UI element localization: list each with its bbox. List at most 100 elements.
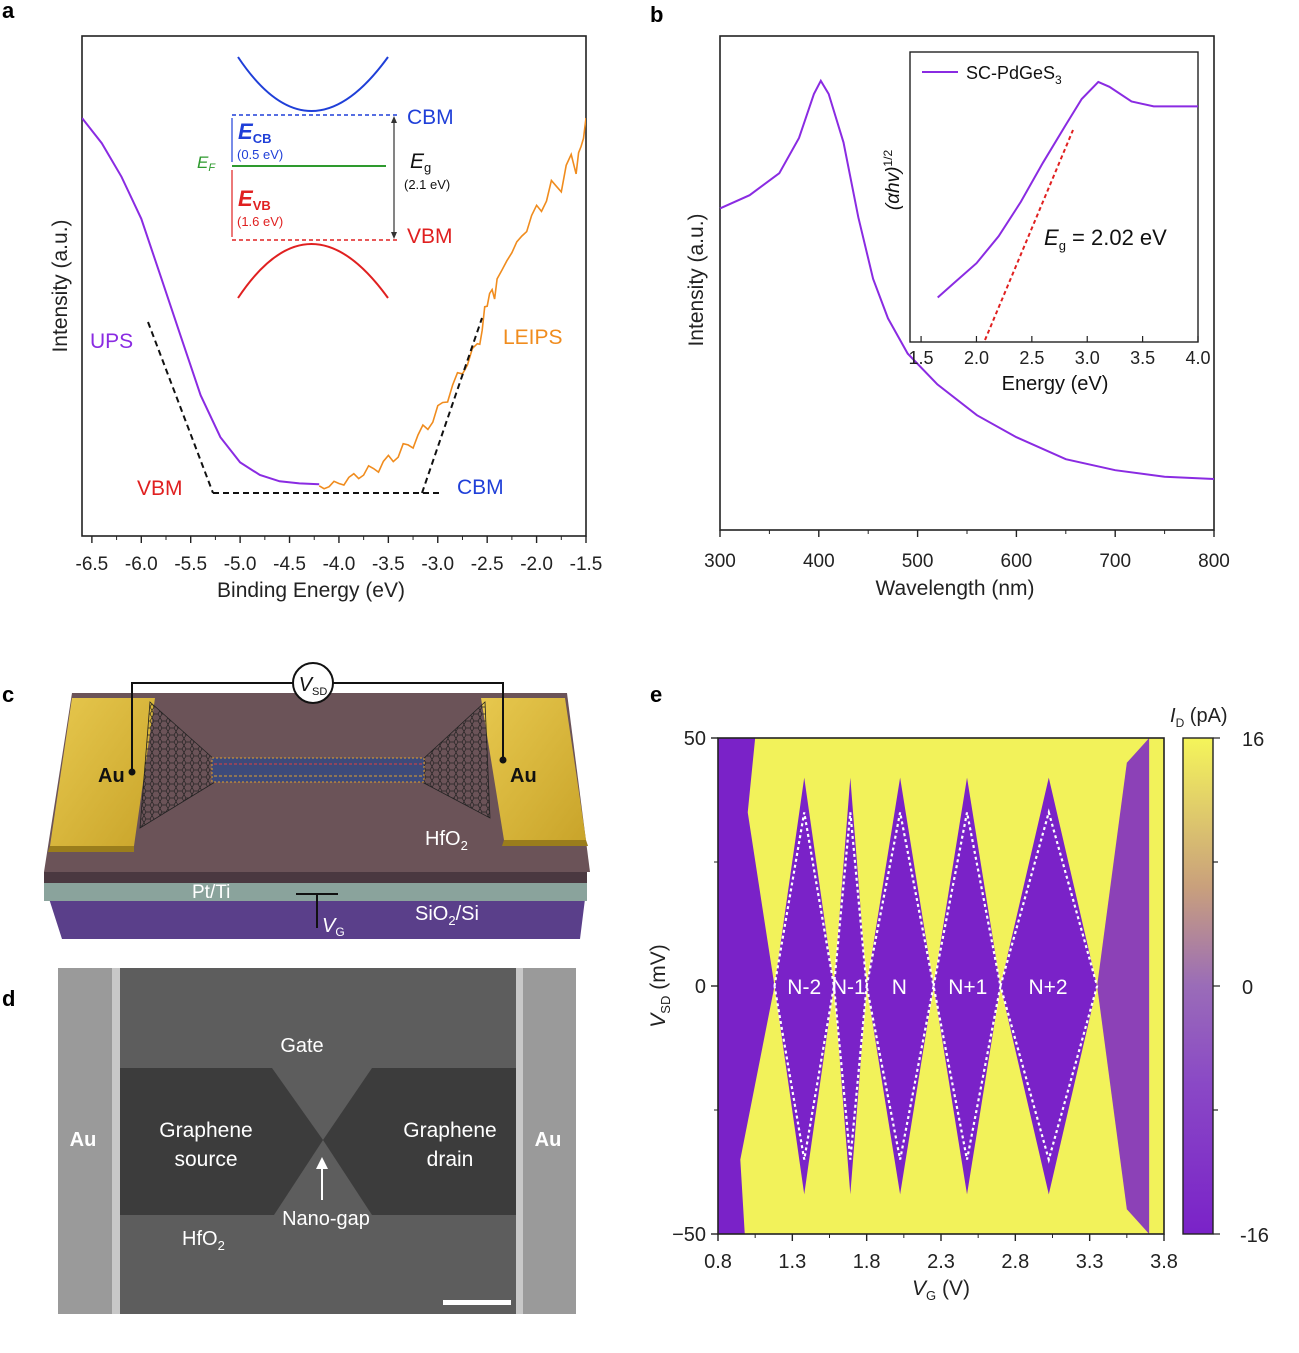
y-tick-label-e: 50	[684, 728, 706, 750]
x-tick-label-a: -3.5	[372, 554, 405, 575]
leips-label: LEIPS	[503, 326, 563, 349]
diamond-label: N	[892, 976, 907, 999]
graphene-drain-region	[323, 1068, 516, 1215]
x-tick-label-a: -5.0	[224, 554, 257, 575]
ups-label: UPS	[90, 330, 133, 353]
ef-label: EF	[197, 153, 216, 174]
leips-series-line	[318, 117, 586, 490]
ups-series-line	[82, 117, 320, 486]
diamond-boundaries	[773, 808, 1099, 1164]
inset-x-tick-label: 1.5	[909, 348, 934, 368]
evb-value: (1.6 eV)	[237, 214, 283, 229]
panel-letter-d: d	[2, 986, 15, 1011]
vsd-label: VSD	[299, 674, 328, 698]
diamond-boundary	[999, 808, 1099, 1164]
graphene-source-line1: Graphene	[159, 1119, 252, 1142]
au-label-right-c: Au	[510, 765, 537, 787]
x-tick-label-e: 1.3	[778, 1251, 806, 1273]
diamond-boundary	[865, 812, 935, 1160]
panel-letter-a: a	[2, 0, 15, 23]
x-axis-label-a: Binding Energy (eV)	[217, 579, 405, 602]
colorbar-tick-max: 16	[1242, 729, 1264, 751]
ecb-label: ECB	[238, 119, 271, 146]
colorbar	[1182, 737, 1214, 1235]
arrow-up-icon	[316, 1157, 328, 1169]
au-label-right-d: Au	[535, 1129, 562, 1151]
vsd-source-icon	[292, 662, 334, 704]
sio2-label: SiO2/Si	[415, 903, 479, 928]
eg-label: Eg	[410, 150, 431, 175]
tauc-line	[937, 80, 1198, 299]
gate-label: Gate	[280, 1035, 323, 1057]
x-tick-label-e: 0.8	[704, 1251, 732, 1273]
au-label-left-d: Au	[70, 1129, 97, 1151]
au-electrode-right	[516, 968, 576, 1314]
panel-c: c VSD Au Au HfO2 Pt/Ti VG SiO2/Si	[2, 662, 590, 939]
diamond-label: N+2	[1028, 976, 1067, 999]
purple-region-left	[718, 738, 775, 1234]
y-axis-ticks-e: 50 0 −50	[672, 728, 718, 1246]
y-tick-label-e: 0	[695, 976, 706, 998]
inset-x-tick-label: 3.0	[1075, 348, 1100, 368]
x-tick-label-b: 800	[1198, 551, 1230, 572]
vbm-label-inset: VBM	[407, 225, 453, 248]
hfo2-label-d: HfO2	[182, 1228, 225, 1253]
au-electrode-left	[58, 968, 120, 1314]
x-tick-label-a: -3.0	[421, 554, 454, 575]
hfo2-label-c: HfO2	[425, 828, 468, 853]
y-axis-label-e: VSD (mV)	[647, 944, 673, 1027]
x-tick-label-e: 2.8	[1001, 1251, 1029, 1273]
graphene-drain-line2: drain	[427, 1148, 474, 1171]
diamond-label: N+1	[948, 976, 987, 999]
inset-x-tick-label: 3.5	[1130, 348, 1155, 368]
x-axis-ticks-e: 0.8 1.3 1.8 2.3 2.8 3.3 3.8	[704, 1234, 1178, 1273]
cbm-label-inset: CBM	[407, 106, 454, 129]
scale-bar	[443, 1300, 511, 1305]
x-tick-label-a: -4.5	[273, 554, 306, 575]
x-tick-label-e: 2.3	[927, 1251, 955, 1273]
x-tick-label-b: 700	[1099, 551, 1131, 572]
graphene-source-region	[120, 1068, 323, 1215]
x-tick-label-a: -2.0	[520, 554, 553, 575]
diamond-region	[833, 777, 867, 1195]
x-tick-label-a: -5.5	[174, 554, 207, 575]
eg-fit-label: Eg = 2.02 eV	[1044, 225, 1167, 253]
molecule-chain	[211, 757, 425, 783]
panel-b: b 300 400 500 600 700 800 Wavelength (nm) Int…	[650, 2, 1230, 600]
x-tick-label-e: 1.8	[853, 1251, 881, 1273]
diamond-labels: N-2 N-1 N N+1 N+2	[787, 976, 1067, 999]
x-tick-label-a: -4.0	[323, 554, 356, 575]
inset-x-tick-label: 2.0	[964, 348, 989, 368]
x-tick-label-b: 300	[704, 551, 736, 572]
purple-region-right	[1097, 738, 1150, 1234]
x-tick-label-e: 3.8	[1150, 1251, 1178, 1273]
eg-value: (2.1 eV)	[404, 177, 450, 192]
fit-lines-a	[147, 317, 483, 494]
x-axis-label-b: Wavelength (nm)	[875, 577, 1034, 600]
plot-frame-a	[81, 35, 587, 537]
vbm-label-a: VBM	[137, 477, 183, 500]
x-tick-label-e: 3.3	[1076, 1251, 1104, 1273]
inset-x-ticks: 1.5 2.0 2.5 3.0 3.5 4.0	[909, 336, 1211, 368]
pt-ti-label: Pt/Ti	[192, 882, 230, 903]
evb-label: EVB	[238, 186, 271, 213]
x-tick-label-a: -6.5	[76, 554, 109, 575]
x-tick-label-a: -1.5	[570, 554, 603, 575]
colorbar-tick-zero: 0	[1242, 977, 1253, 999]
x-axis-ticks-a: -6.5 -6.0 -5.5 -5.0 -4.5 -4.0 -3.5 -3.0 -2.5 -2.0…	[76, 536, 603, 575]
graphene-source-line2: source	[174, 1148, 237, 1171]
legend-label: SC-PdGeS3	[966, 63, 1062, 87]
diamond-region	[1000, 777, 1098, 1195]
tauc-fit-line	[984, 129, 1074, 341]
x-axis-ticks-b: 300 400 500 600 700 800	[704, 530, 1230, 572]
panel-letter-c: c	[2, 682, 14, 707]
y-tick-label-e: −50	[672, 1224, 706, 1246]
coulomb-diamonds	[718, 738, 1150, 1234]
x-tick-label-b: 600	[1001, 551, 1033, 572]
inset-y-label: (αhv)1/2	[881, 150, 904, 211]
nanogap-label: Nano-gap	[282, 1208, 370, 1230]
cbm-label-a: CBM	[457, 476, 504, 499]
diamond-label: N-2	[787, 976, 821, 999]
inset-x-tick-label: 2.5	[1019, 348, 1044, 368]
inset-x-tick-label: 4.0	[1185, 348, 1210, 368]
